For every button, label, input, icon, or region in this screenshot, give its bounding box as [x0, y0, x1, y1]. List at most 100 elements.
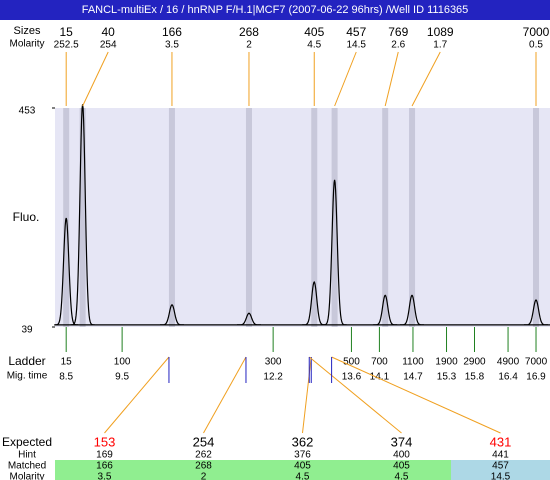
peak-link: [82, 51, 109, 107]
peak-link: [384, 51, 399, 107]
molarity-value: 4.5: [296, 472, 310, 480]
molarity-value: 2: [201, 472, 207, 480]
hint-value: 441: [492, 450, 509, 461]
peak-band: [63, 108, 70, 327]
matched-value: 268: [195, 461, 212, 472]
peak-molarity: 1.7: [433, 40, 447, 51]
peak: [373, 294, 398, 326]
ladder-size: 4900: [497, 357, 520, 368]
peak-molarity: 2: [246, 40, 252, 51]
peak-size: 769: [388, 25, 408, 39]
ladder-size: 1900: [435, 357, 458, 368]
match-link: [331, 356, 501, 434]
peak-size: 166: [162, 25, 182, 39]
peak-band: [79, 108, 86, 327]
ladder-size: 700: [371, 357, 388, 368]
peak: [524, 299, 548, 326]
plot-area: [55, 108, 550, 327]
peak-size: 268: [239, 25, 259, 39]
peak-band: [168, 108, 175, 327]
molarity-value: 4.5: [395, 472, 409, 480]
ladder-time: 16.4: [498, 372, 518, 383]
peak-link: [334, 51, 357, 107]
matched-cell: [154, 460, 253, 480]
hint-value: 400: [393, 450, 410, 461]
ladder-time: 16.9: [526, 372, 546, 383]
match-link: [308, 356, 402, 434]
y-tick-label: 39: [21, 325, 33, 336]
ladder-size: 300: [265, 357, 282, 368]
y-axis-label: Fluo.: [13, 210, 40, 224]
matched-value: 166: [96, 461, 113, 472]
ladder-size: 7000: [525, 357, 548, 368]
expected-value: 362: [292, 434, 314, 449]
ladder-time: 13.6: [342, 372, 362, 383]
ladder-time: 9.5: [115, 372, 129, 383]
matched-cell: [451, 460, 550, 480]
peak: [70, 104, 95, 326]
molarity-value: 14.5: [491, 472, 511, 480]
expected-value: 374: [391, 434, 413, 449]
peak-band: [409, 108, 416, 327]
peak-size: 7000: [523, 25, 550, 39]
peak: [322, 179, 347, 326]
peak-band: [245, 108, 252, 327]
peak-molarity: 252.5: [54, 40, 79, 51]
peak-molarity: 3.5: [165, 40, 179, 51]
matched-value: 405: [393, 461, 410, 472]
ladder-time: 15.3: [437, 372, 457, 383]
ladder-size: 2900: [463, 357, 486, 368]
ladder-size: 100: [114, 357, 131, 368]
peak-band: [311, 108, 318, 327]
peak: [302, 280, 327, 326]
peak-link: [411, 51, 441, 107]
expected-value: 431: [490, 434, 512, 449]
hint-label: Hint: [18, 450, 36, 461]
title: FANCL-multiEx / 16 / hnRNP F/H.1|MCF7 (2…: [82, 4, 469, 16]
matched-cell: [352, 460, 451, 480]
expected-value: 153: [94, 434, 116, 449]
ladder-size: 500: [343, 357, 360, 368]
peak: [400, 294, 424, 326]
hint-value: 376: [294, 450, 311, 461]
hint-value: 262: [195, 450, 212, 461]
molarity-value: 3.5: [98, 472, 112, 480]
peak: [160, 304, 184, 326]
mig-time-label: Mig. time: [7, 371, 48, 382]
ladder-time: 15.8: [465, 372, 485, 383]
matched-label: Matched: [8, 461, 46, 472]
peak-size: 405: [304, 25, 324, 39]
molarity-label: Molarity: [9, 39, 44, 50]
ladder-size: 1100: [402, 357, 424, 368]
matched-cell: [55, 460, 154, 480]
peak-molarity: 14.5: [347, 40, 367, 51]
hint-value: 169: [96, 450, 113, 461]
peak-molarity: 2.6: [391, 40, 405, 51]
peak-band: [331, 108, 338, 327]
ladder-time: 8.5: [59, 372, 73, 383]
peak-molarity: 0.5: [529, 40, 543, 51]
matched-cell: [253, 460, 352, 480]
match-link: [302, 356, 312, 434]
matched-value: 457: [492, 461, 509, 472]
peak-size: 15: [60, 25, 74, 39]
peak-size: 1089: [427, 25, 454, 39]
molarity-label: Molarity: [9, 472, 44, 480]
ladder-time: 12.2: [263, 372, 283, 383]
ladder-label: Ladder: [8, 354, 45, 368]
matched-value: 405: [294, 461, 311, 472]
sizes-label: Sizes: [14, 25, 41, 37]
y-tick-label: 453: [19, 106, 36, 117]
match-link: [203, 356, 247, 434]
peak-molarity: 254: [100, 40, 117, 51]
peak-size: 457: [346, 25, 366, 39]
peak-size: 40: [102, 25, 116, 39]
ladder-time: 14.7: [403, 372, 423, 383]
ladder-size: 15: [61, 357, 73, 368]
expected-label: Expected: [2, 435, 52, 449]
peak: [237, 312, 261, 326]
peak-band: [382, 108, 389, 327]
peak-molarity: 4.5: [307, 40, 321, 51]
title-bar: [0, 0, 550, 20]
